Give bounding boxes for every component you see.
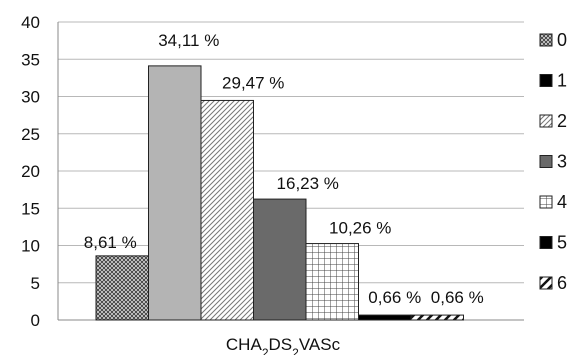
legend-label-2: 2 xyxy=(557,111,567,131)
data-label-5: 0,66 % xyxy=(368,288,421,307)
bar-4 xyxy=(305,243,359,321)
data-label-6: 0,66 % xyxy=(431,288,484,307)
legend-label-0: 0 xyxy=(557,30,567,50)
bar-5 xyxy=(358,314,412,321)
legend: 0 1 2 3 4 5 6 xyxy=(539,30,567,293)
bar-0 xyxy=(95,255,149,321)
data-label-1: 34,11 % xyxy=(158,31,219,50)
y-tick-label: 10 xyxy=(21,237,40,256)
data-label-4: 10,26 % xyxy=(329,219,391,238)
y-tick-label: 5 xyxy=(31,274,40,293)
bar-1 xyxy=(148,65,202,321)
bar-2 xyxy=(200,99,254,321)
bar-3 xyxy=(253,198,307,321)
bar-6 xyxy=(410,314,464,321)
legend-label-3: 3 xyxy=(557,152,567,172)
legend-swatch-1 xyxy=(539,74,553,87)
data-label-3: 16,23 % xyxy=(277,174,339,193)
legend-swatch-2 xyxy=(539,114,553,128)
legend-swatch-6 xyxy=(539,276,553,290)
legend-label-4: 4 xyxy=(557,192,567,212)
legend-label-5: 5 xyxy=(557,233,567,253)
y-tick-label: 35 xyxy=(21,50,40,69)
legend-swatch-3 xyxy=(539,155,553,168)
y-tick-label: 15 xyxy=(21,199,40,218)
legend-label-1: 1 xyxy=(557,71,567,91)
y-tick-label: 20 xyxy=(21,162,40,181)
legend-swatch-4 xyxy=(539,195,553,209)
x-axis-title: CHA2DS2VASc xyxy=(226,335,341,355)
legend-swatch-5 xyxy=(539,236,553,249)
data-labels: 8,61 % 34,11 % 29,47 % 16,23 % 10,26 % 0,66 %… xyxy=(84,31,484,307)
y-tick-label: 30 xyxy=(21,88,40,107)
data-label-2: 29,47 % xyxy=(222,73,284,92)
legend-swatch-0 xyxy=(539,33,553,47)
legend-label-6: 6 xyxy=(557,273,567,293)
bars xyxy=(95,65,464,321)
y-tick-label: 40 xyxy=(21,13,40,32)
y-tick-label: 25 xyxy=(21,125,40,144)
data-label-0: 8,61 % xyxy=(84,233,137,252)
y-tick-label: 0 xyxy=(31,311,40,330)
